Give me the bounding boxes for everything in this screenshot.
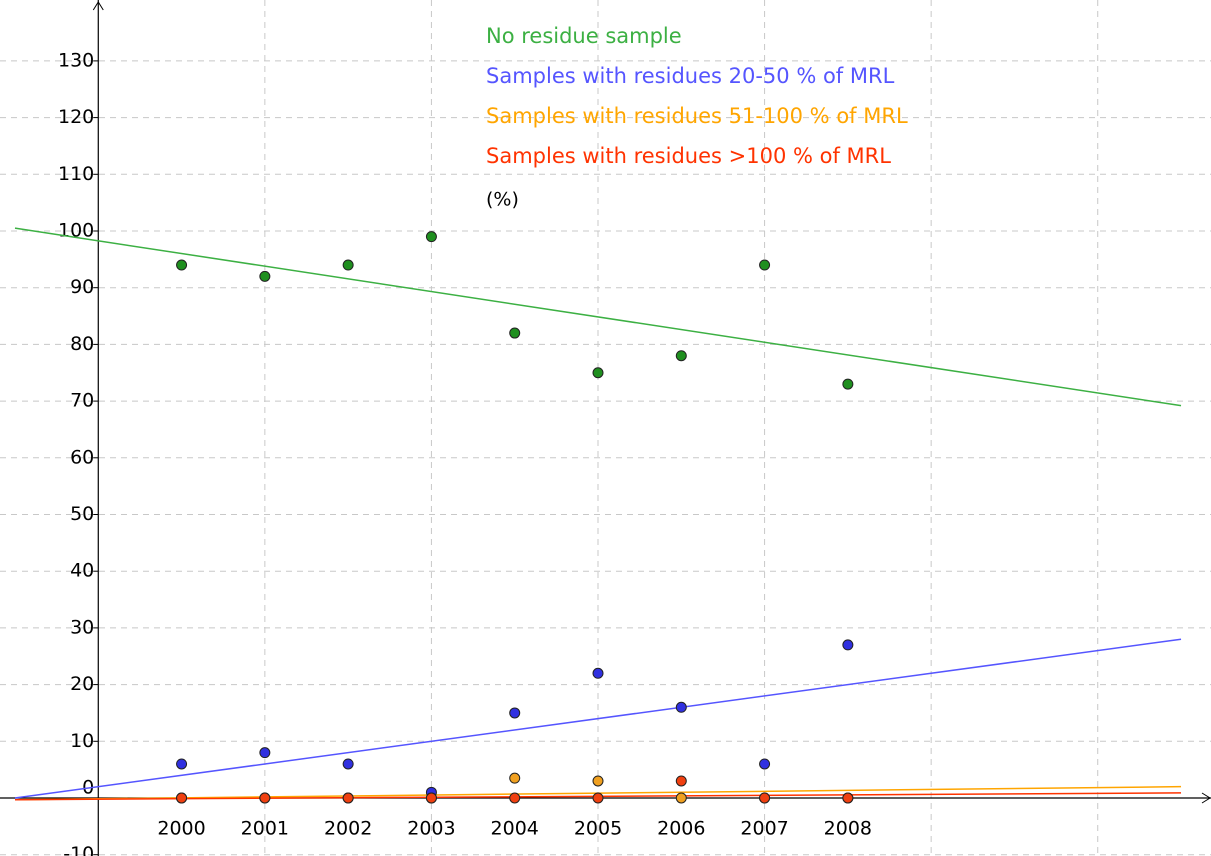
- data-point: [675, 775, 687, 787]
- trend-line: [14, 227, 1182, 407]
- y-tick-label: 30: [70, 616, 94, 638]
- x-tick-label: 2005: [574, 817, 622, 839]
- data-point: [842, 792, 854, 804]
- data-point: [342, 758, 354, 770]
- y-axis-arrow: [92, 1, 104, 11]
- y-tick-label: 110: [58, 163, 94, 185]
- data-point: [509, 707, 521, 719]
- data-point: [342, 259, 354, 271]
- x-tick-label: 2003: [407, 817, 455, 839]
- y-tick-label: 90: [70, 276, 94, 298]
- data-point: [425, 792, 437, 804]
- data-point: [759, 758, 771, 770]
- data-point: [675, 701, 687, 713]
- data-point: [509, 772, 521, 784]
- data-point: [259, 270, 271, 282]
- y-tick-label: -10: [63, 843, 94, 856]
- legend-entry: Samples with residues 20-50 % of MRL: [486, 64, 895, 88]
- y-tick-label: 40: [70, 560, 94, 582]
- data-point: [592, 775, 604, 787]
- data-point: [259, 747, 271, 759]
- x-tick-label: 2004: [491, 817, 539, 839]
- y-tick-label: 120: [58, 106, 94, 128]
- y-tick-label: 60: [70, 446, 94, 468]
- data-point: [842, 639, 854, 651]
- y-tick-label: 20: [70, 673, 94, 695]
- x-tick-label: 2002: [324, 817, 372, 839]
- trend-line: [14, 638, 1182, 799]
- data-point: [509, 792, 521, 804]
- data-point: [259, 792, 271, 804]
- data-point: [176, 792, 188, 804]
- y-tick-label: 70: [70, 390, 94, 412]
- y-tick-label: 50: [70, 503, 94, 525]
- x-tick-label: 2000: [157, 817, 205, 839]
- y-tick-label: 130: [58, 49, 94, 71]
- x-axis-arrow: [1201, 792, 1211, 804]
- y-tick-label: 10: [70, 730, 94, 752]
- data-point: [842, 378, 854, 390]
- data-point: [759, 792, 771, 804]
- legend-entry: Samples with residues >100 % of MRL: [486, 144, 891, 168]
- data-point: [675, 792, 687, 804]
- data-point: [675, 350, 687, 362]
- data-point: [176, 259, 188, 271]
- data-point: [342, 792, 354, 804]
- x-tick-label: 2006: [657, 817, 705, 839]
- legend-entry: Samples with residues 51-100 % of MRL: [486, 104, 908, 128]
- data-point: [592, 792, 604, 804]
- y-tick-label: 80: [70, 333, 94, 355]
- data-point: [176, 758, 188, 770]
- x-tick-label: 2007: [740, 817, 788, 839]
- data-point: [592, 367, 604, 379]
- unit-note: (%): [486, 189, 519, 211]
- data-point: [759, 259, 771, 271]
- legend-entry: No residue sample: [486, 24, 682, 48]
- data-point: [592, 667, 604, 679]
- x-tick-label: 2001: [241, 817, 289, 839]
- data-point: [425, 231, 437, 243]
- x-tick-label: 2008: [824, 817, 872, 839]
- data-point: [509, 327, 521, 339]
